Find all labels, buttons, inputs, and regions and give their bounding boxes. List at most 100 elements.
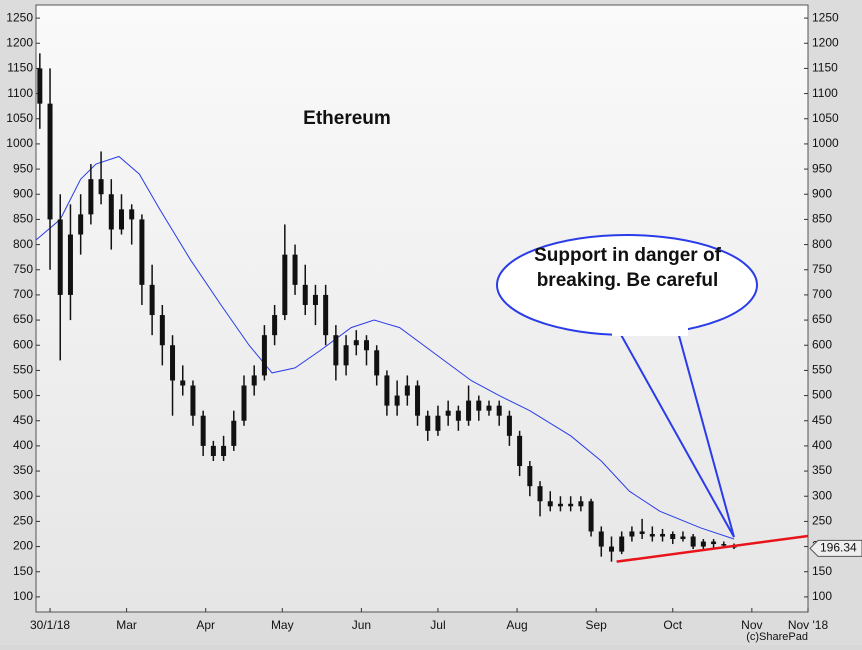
trendline [616, 534, 809, 563]
callout-tail [619, 331, 735, 538]
y2-tick-label: 750 [812, 262, 832, 276]
candle-body [537, 486, 543, 502]
candle-body [680, 536, 686, 540]
callout-box: Support in danger of breaking. Be carefu… [534, 245, 721, 291]
candle-body [37, 68, 43, 104]
candle-body [670, 533, 676, 540]
y2-tick-label: 300 [812, 488, 832, 502]
y-tick-label: 1200 [6, 35, 33, 49]
y2-tick-label: 550 [812, 363, 832, 377]
candle-body [363, 340, 369, 351]
y-tick-label: 1150 [7, 61, 33, 75]
candle-body [159, 315, 165, 346]
candle-body [170, 345, 176, 381]
candle-body [649, 533, 655, 537]
x-tick-label: Nov [741, 618, 762, 632]
candle-body [690, 536, 696, 547]
x-tick-label: Sep [585, 618, 607, 632]
y2-tick-label: 650 [812, 312, 832, 326]
candle-body [394, 395, 400, 406]
y2-tick-label: 950 [812, 161, 832, 175]
candle-body [547, 501, 553, 507]
y2-tick-label: 1100 [812, 86, 838, 100]
candle-body [180, 380, 186, 386]
candle-body [98, 179, 104, 195]
candle-body [619, 536, 625, 552]
y2-tick-label: 1050 [812, 111, 839, 125]
candle-body [231, 420, 237, 446]
candle-body [486, 405, 492, 411]
candle-body [272, 315, 278, 336]
y2-tick-label: 1200 [812, 35, 839, 49]
candle-body [190, 385, 196, 416]
y2-tick-label: 600 [812, 337, 832, 351]
y2-tick-label: 800 [812, 237, 832, 251]
callout-text: Support in danger of breaking. Be carefu… [534, 245, 721, 291]
y2-tick-label: 350 [812, 463, 832, 477]
candle-body [455, 410, 461, 421]
y2-tick-label: 250 [812, 514, 832, 528]
candle-body [660, 533, 666, 537]
y-tick-label: 350 [13, 463, 33, 477]
candle-body [435, 415, 441, 431]
y-tick-label: 150 [13, 564, 33, 578]
y-tick-label: 1000 [6, 136, 33, 150]
candle-body [557, 503, 563, 507]
chart-title: Ethereum [303, 108, 391, 129]
x-tick-label: Jun [352, 618, 371, 632]
y-tick-label: 950 [13, 161, 33, 175]
x-tick-label: May [271, 618, 294, 632]
candle-body [302, 284, 308, 305]
candle-body [425, 415, 431, 431]
candle-body [343, 345, 349, 366]
y-tick-label: 500 [13, 388, 33, 402]
y-tick-label: 100 [13, 589, 33, 603]
candle-body [496, 405, 502, 416]
candle-body [608, 546, 614, 552]
y2-tick-label: 150 [812, 564, 832, 578]
x-tick-label: Aug [506, 618, 527, 632]
candle-body [476, 400, 482, 411]
y2-tick-label: 1000 [812, 136, 839, 150]
candle-body [251, 375, 257, 386]
candle-body [323, 294, 329, 336]
candle-body [292, 254, 298, 285]
candle-body [88, 179, 94, 215]
candle-body [639, 531, 645, 534]
price-tag-label: 196.34 [820, 541, 857, 555]
candle-body [312, 294, 318, 305]
candle-body [139, 219, 145, 285]
candle-body [57, 219, 63, 295]
y-tick-label: 800 [13, 237, 33, 251]
x-tick-label: Mar [116, 618, 137, 632]
y2-tick-label: 400 [812, 438, 832, 452]
x-tick-label: Oct [663, 618, 682, 632]
y2-tick-label: 850 [812, 212, 832, 226]
y-tick-label: 300 [13, 488, 33, 502]
candle-body [129, 209, 135, 220]
y2-tick-label: 100 [812, 589, 832, 603]
y-tick-label: 750 [13, 262, 33, 276]
candle-body [78, 214, 84, 235]
y-tick-label: 450 [13, 413, 33, 427]
y-tick-label: 400 [13, 438, 33, 452]
candle-body [221, 445, 227, 456]
y-tick-label: 900 [13, 186, 33, 200]
candle-body [108, 194, 114, 230]
candle-body [517, 435, 523, 467]
candle-body [47, 103, 53, 220]
candle-body [578, 501, 584, 507]
candle-body [384, 375, 390, 406]
y2-tick-label: 900 [812, 186, 832, 200]
candle-body [333, 335, 339, 366]
candle-body [261, 335, 267, 376]
candle-body [353, 340, 359, 346]
candle-body [374, 350, 380, 376]
y2-tick-label: 450 [812, 413, 832, 427]
candle-body [200, 415, 206, 446]
y-tick-label: 200 [13, 539, 33, 553]
y2-tick-label: 700 [812, 287, 832, 301]
candle-body [241, 385, 247, 421]
x-tick-label: Jul [430, 618, 445, 632]
